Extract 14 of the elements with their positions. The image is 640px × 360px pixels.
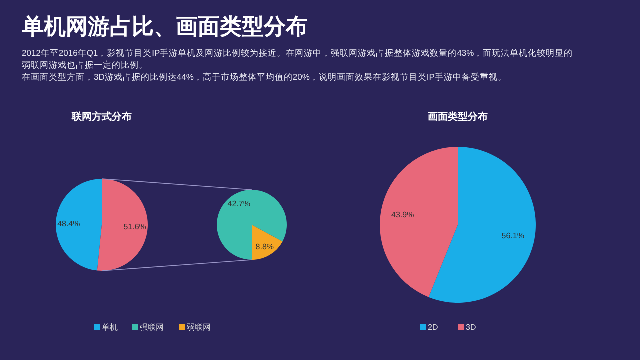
legend-label: 单机 [102, 323, 118, 332]
data-label: 8.8% [256, 242, 274, 252]
data-label: 42.7% [228, 199, 250, 208]
data-label: 43.9% [392, 210, 414, 220]
chart-title: 联网方式分布 [71, 111, 132, 123]
header: 单机网游占比、画面类型分布 2012年至2016年Q1，影视节目类IP手游单机及网游比例较为接近。在网游中，强联网游戏占据整体游戏数量的43%，而玩法单机化较明显的弱联网游戏也占据一定的比例。 在画面类型方面，3D游戏占据的比例达44%，高于市场整体平均值的20%，说明画面效果在影视节目类IP手游中备受重视。 [22, 14, 574, 82]
data-label: 48.4% [58, 219, 80, 228]
legend-label: 弱联网 [187, 323, 211, 332]
legend-label: 强联网 [140, 323, 164, 332]
legend-label: 3D [466, 323, 476, 332]
legend-label: 2D [428, 323, 438, 332]
data-label: 51.6% [124, 222, 146, 232]
data-label: 56.1% [502, 232, 524, 241]
chart-title: 画面类型分布 [428, 111, 488, 123]
